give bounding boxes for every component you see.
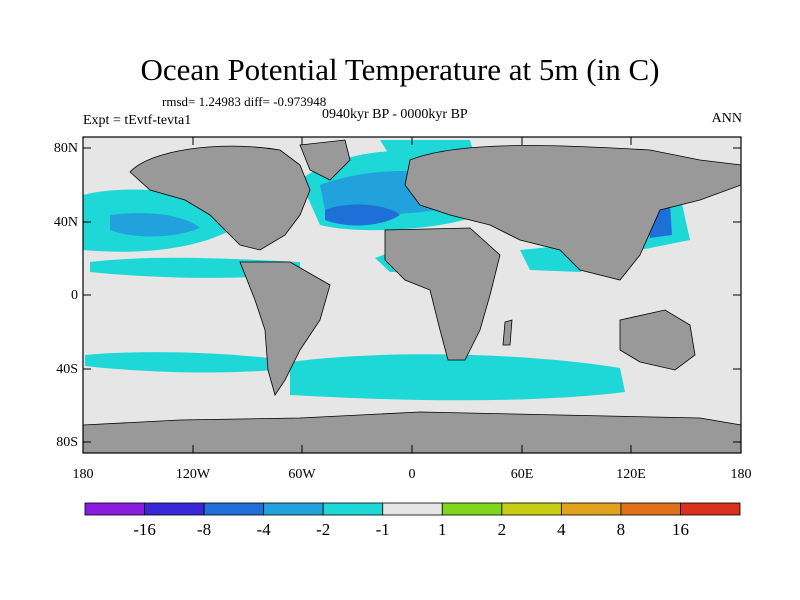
land-australia — [619, 309, 696, 371]
colorbar-box — [84, 502, 145, 516]
land-africa — [384, 227, 501, 361]
colorbar-box — [263, 502, 324, 516]
lon-label: 120W — [175, 467, 211, 482]
lon-label: 60W — [288, 467, 316, 482]
experiment-label: Expt = tEvtf-tevta1 — [83, 113, 192, 128]
lat-label: 40N — [53, 215, 78, 230]
colorbar-label: 16 — [671, 520, 689, 539]
lon-label: 60E — [510, 467, 534, 482]
colorbar-box — [441, 502, 503, 516]
colorbar — [84, 502, 741, 516]
colorbar-box — [560, 502, 622, 516]
lon-label: 120E — [616, 467, 646, 482]
colorbar-label: -8 — [196, 520, 212, 539]
land-eurasia — [404, 145, 742, 281]
lat-label: 80N — [53, 141, 78, 156]
patch-blue-atlantic — [325, 204, 400, 226]
lat-label: 40S — [56, 362, 78, 377]
colorbar-box — [144, 502, 205, 516]
land-madagascar — [502, 319, 513, 346]
colorbar-label: -1 — [375, 520, 390, 539]
lat-label: 0 — [71, 288, 78, 303]
colorbar-label: 1 — [438, 520, 447, 539]
patch-southern-ocean — [290, 354, 625, 401]
ticks — [83, 137, 741, 453]
colorbar-label: -4 — [256, 520, 271, 539]
plot-title: Ocean Potential Temperature at 5m (in C) — [140, 52, 660, 87]
colorbar-label: -2 — [316, 520, 331, 539]
land-greenland — [299, 139, 351, 181]
lon-label: 0 — [408, 467, 416, 482]
colorbar-box — [322, 502, 384, 516]
colorbar-box — [501, 502, 562, 516]
patch-south-pacific — [85, 352, 275, 373]
land-north-america — [129, 145, 311, 251]
colorbar-label: -16 — [133, 520, 156, 539]
lat-label: 80S — [56, 435, 78, 450]
colorbar-box — [680, 502, 741, 516]
colorbar-box — [620, 502, 681, 516]
season-label: ANN — [711, 111, 742, 126]
land — [82, 139, 742, 454]
colorbar-label: 4 — [557, 520, 566, 539]
colorbar-box — [382, 502, 443, 516]
colorbar-label: 2 — [497, 520, 507, 539]
colorbar-label: 8 — [616, 520, 626, 539]
stats-text: rmsd= 1.24983 diff= -0.973948 — [162, 94, 327, 109]
lon-label: 180 — [730, 467, 752, 482]
land-south-america — [239, 261, 331, 396]
lon-label: 180 — [72, 467, 94, 482]
period-text: 0940kyr BP - 0000kyr BP — [322, 107, 468, 122]
patch-lb-pacific — [110, 213, 200, 237]
colorbar-box — [203, 502, 265, 516]
